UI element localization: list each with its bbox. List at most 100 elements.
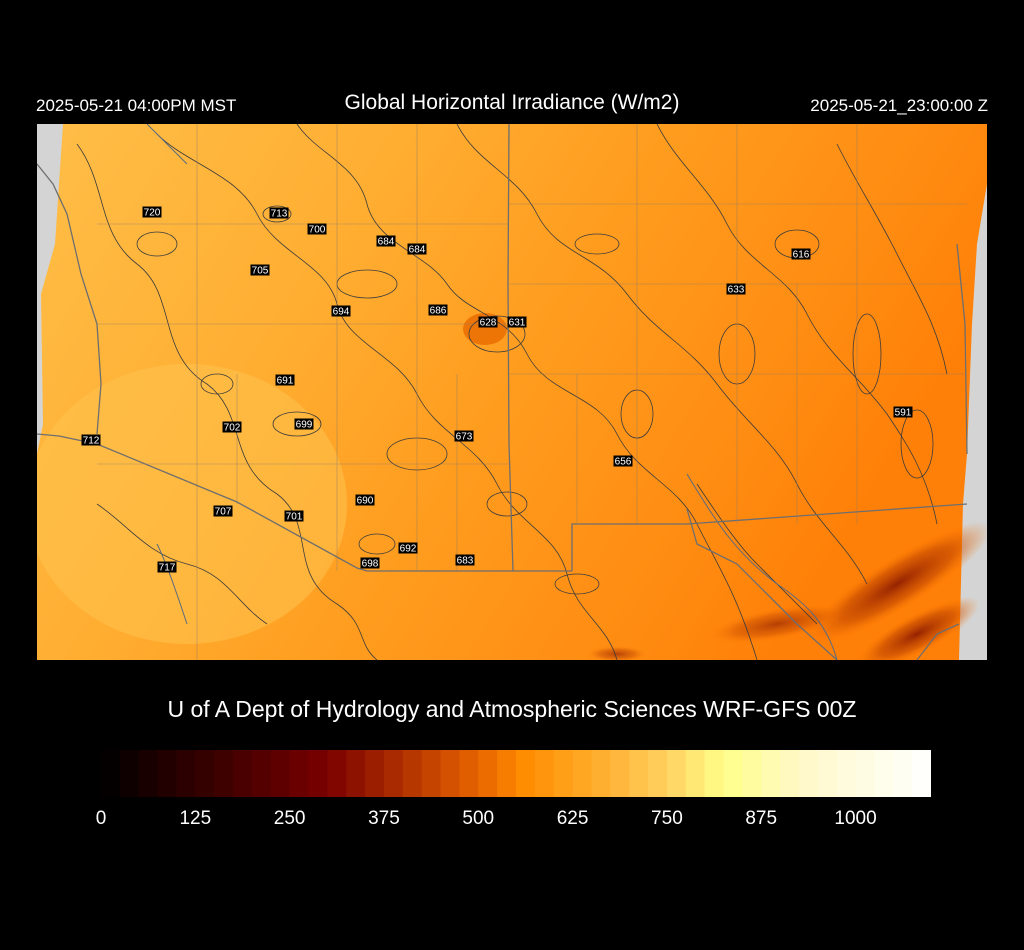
colorbar-swatch bbox=[836, 750, 857, 797]
station-label-box bbox=[157, 561, 177, 573]
station-label-box bbox=[398, 542, 418, 554]
colorbar-swatch bbox=[270, 750, 291, 797]
boundary-nm-east bbox=[571, 503, 968, 571]
station-label-box bbox=[360, 557, 380, 569]
colorbar-swatch bbox=[440, 750, 461, 797]
colorbar-swatch bbox=[233, 750, 253, 797]
colorbar-swatch bbox=[138, 750, 159, 797]
station-value: 713 bbox=[271, 209, 288, 220]
station-label-box bbox=[81, 434, 101, 446]
station-value: 633 bbox=[728, 285, 745, 296]
station-label-box bbox=[222, 421, 242, 433]
station-value: 699 bbox=[296, 420, 313, 431]
colorbar-swatches bbox=[101, 750, 932, 797]
station-value: 690 bbox=[357, 496, 374, 507]
station-value: 700 bbox=[309, 225, 326, 236]
colorbar-swatch bbox=[610, 750, 630, 797]
colorbar-swatch bbox=[289, 750, 310, 797]
county-lines bbox=[97, 124, 967, 660]
cloud-patch-s-2 bbox=[587, 646, 647, 660]
colorbar-swatch bbox=[666, 750, 687, 797]
map-title: Global Horizontal Irradiance (W/m2) bbox=[344, 91, 680, 114]
high-irradiance-region bbox=[37, 364, 347, 644]
irradiance-field bbox=[37, 124, 987, 660]
colorbar-swatch bbox=[817, 750, 838, 797]
station-value: 628 bbox=[480, 318, 497, 329]
colorbar-swatch bbox=[798, 750, 819, 797]
station-label-box bbox=[791, 248, 811, 260]
colorbar-swatch bbox=[101, 750, 121, 797]
station-label-box bbox=[726, 283, 746, 295]
colorbar-swatch bbox=[761, 750, 781, 797]
station-value: 686 bbox=[430, 306, 447, 317]
station-label-box bbox=[507, 316, 527, 328]
colorbar-ticks: 0 125 250 375 500 625 750 875 1000 bbox=[0, 808, 1024, 838]
colorbar-swatch bbox=[176, 750, 196, 797]
colorbar-tick-label: 375 bbox=[368, 808, 400, 829]
station-value: 691 bbox=[277, 376, 294, 387]
station-label-box bbox=[454, 430, 474, 442]
station-label-box bbox=[455, 554, 475, 566]
station-label-box bbox=[478, 316, 498, 328]
colorbar-swatch bbox=[119, 750, 140, 797]
colorbar-tick-label: 125 bbox=[179, 808, 212, 829]
colorbar-swatch bbox=[648, 750, 668, 797]
station-value: 720 bbox=[144, 208, 161, 219]
station-value: 694 bbox=[333, 307, 350, 318]
station-label-box bbox=[307, 223, 327, 235]
colorbar-swatch bbox=[459, 750, 479, 797]
colorbar-swatch bbox=[704, 750, 725, 797]
station-value: 701 bbox=[286, 512, 303, 523]
station-value: 616 bbox=[793, 250, 810, 261]
station-value: 717 bbox=[159, 563, 176, 574]
station-label-box bbox=[376, 235, 396, 247]
station-label-box bbox=[275, 374, 295, 386]
colorbar-swatch bbox=[742, 750, 762, 797]
colorbar-tick-label: 0 bbox=[95, 808, 107, 829]
colorbar-swatch bbox=[346, 750, 366, 797]
colorbar-swatch bbox=[591, 750, 611, 797]
model-credit: U of A Dept of Hydrology and Atmospheric… bbox=[167, 696, 857, 722]
political-boundaries bbox=[37, 124, 968, 660]
boundary-tx-se bbox=[686, 508, 838, 660]
colorbar-swatch bbox=[195, 750, 215, 797]
cloud-band-se bbox=[802, 521, 987, 647]
rivers bbox=[146, 124, 838, 660]
station-value: 684 bbox=[409, 245, 426, 256]
station-labels: 720 713 700 684 684 705 616 633 694 686 628 631 691 5… bbox=[81, 206, 913, 574]
colorbar-tick-label: 750 bbox=[651, 808, 683, 829]
map-canvas: 720 713 700 684 684 705 616 633 694 686 628 631 691 5… bbox=[37, 124, 987, 660]
cloud-patch-s bbox=[708, 604, 846, 644]
colorbar-swatch bbox=[308, 750, 328, 797]
station-label-box bbox=[613, 455, 633, 467]
colorbar-swatch bbox=[497, 750, 517, 797]
colorbar-swatch bbox=[157, 750, 178, 797]
colorbar-swatch bbox=[780, 750, 800, 797]
station-label-box bbox=[407, 243, 427, 255]
colorbar-swatch bbox=[534, 750, 555, 797]
station-label-box bbox=[428, 304, 448, 316]
station-label-box bbox=[893, 406, 913, 418]
station-value: 705 bbox=[252, 266, 269, 277]
station-label-box bbox=[284, 510, 304, 522]
colorbar-swatch bbox=[685, 750, 706, 797]
station-value: 591 bbox=[895, 408, 912, 419]
boundary-west-north bbox=[37, 163, 102, 435]
cloud-band-se-2 bbox=[854, 596, 980, 660]
station-label-box bbox=[250, 264, 270, 276]
station-label-box bbox=[294, 418, 314, 430]
station-value: 692 bbox=[400, 544, 417, 555]
colorbar-tick-label: 500 bbox=[462, 808, 495, 829]
colorbar-swatch bbox=[516, 750, 536, 797]
colorbar-swatch bbox=[629, 750, 649, 797]
boundary-four-corners-ns bbox=[507, 124, 514, 572]
colorbar-swatch bbox=[723, 750, 743, 797]
station-value: 712 bbox=[83, 436, 100, 447]
valid-utc-time: 2025-05-21_23:00:00 Z bbox=[810, 96, 988, 115]
colorbar-swatch bbox=[478, 750, 498, 797]
valid-local-time: 2025-05-21 04:00PM MST bbox=[36, 96, 237, 115]
colorbar-swatch bbox=[553, 750, 574, 797]
colorbar bbox=[101, 750, 932, 797]
station-value: 684 bbox=[378, 237, 395, 248]
boundary-east bbox=[956, 243, 968, 455]
